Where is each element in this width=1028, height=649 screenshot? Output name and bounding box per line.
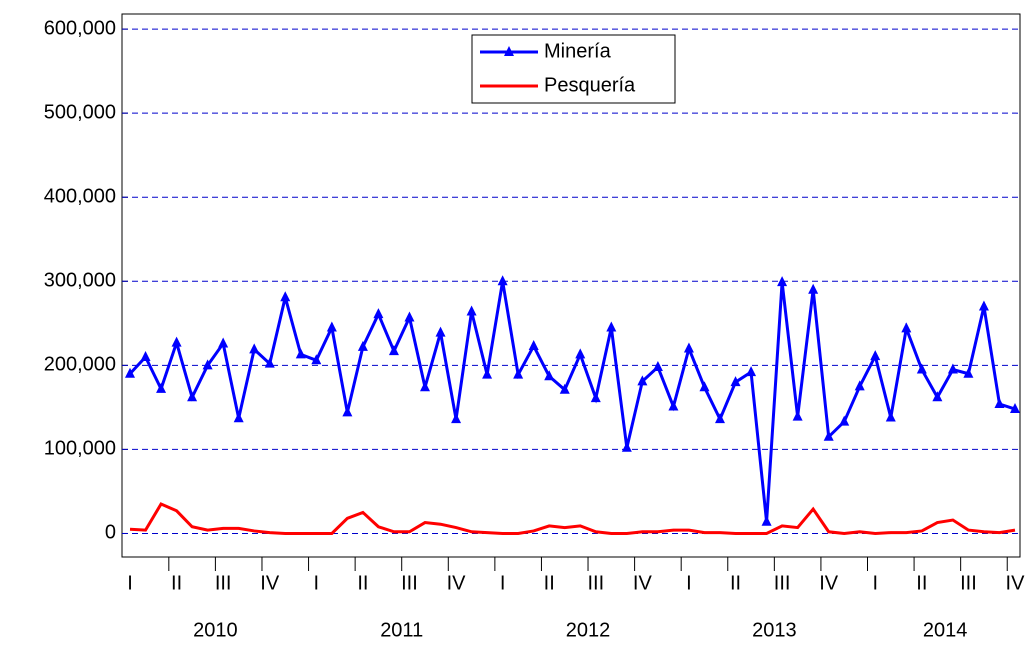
marker [901,322,912,333]
marker [947,363,958,374]
marker [885,411,896,422]
marker [295,348,306,359]
marker [218,337,229,348]
marker [357,340,368,351]
year-label: 2014 [923,619,968,641]
marker [326,321,337,332]
marker [854,380,865,391]
x-tick-label: III [960,572,977,594]
x-tick-label: III [587,572,604,594]
marker [606,321,617,332]
x-tick-label: IV [633,572,653,594]
plot-frame [121,13,1021,558]
marker [513,368,524,379]
x-tick-label: I [872,572,878,594]
marker [746,366,757,377]
x-tick-label: IV [260,572,280,594]
marker [715,413,725,424]
marker [451,413,462,424]
x-tick-label: II [171,572,182,594]
x-tick-label: I [314,572,320,594]
x-tick-label: IV [447,572,467,594]
marker [404,311,415,322]
marker [156,382,167,393]
marker [978,300,989,311]
x-tick-label: II [916,572,927,594]
marker [559,383,570,394]
y-tick-label: 500,000 [44,101,116,123]
series-line [128,281,1016,522]
x-tick-label: II [357,572,368,594]
marker [125,367,135,378]
marker [590,392,601,403]
year-label: 2012 [566,619,611,641]
marker [777,276,788,287]
legend-box [471,34,676,104]
marker [420,381,430,392]
marker [994,398,1005,409]
marker [497,275,508,286]
marker [652,361,663,372]
x-tick-label: I [500,572,506,594]
x-tick-label: II [544,572,555,594]
marker [870,350,881,361]
marker [264,357,275,368]
year-label: 2013 [752,619,797,641]
x-tick-label: III [401,572,418,594]
marker [233,412,244,423]
marker [482,368,493,379]
marker [932,391,943,402]
marker [668,400,679,411]
marker [808,283,819,294]
marker [823,430,834,441]
y-tick-label: 200,000 [44,354,116,376]
x-tick-label: III [215,572,232,594]
y-tick-label: 300,000 [44,270,116,292]
y-tick-label: 0 [105,522,116,544]
marker [916,363,927,374]
marker [187,391,198,402]
year-label: 2011 [380,619,423,641]
y-tick-label: 400,000 [44,186,116,208]
marker [466,305,477,316]
marker [575,348,586,359]
x-tick-label: IV [1006,572,1026,594]
marker [342,406,353,417]
marker [171,336,182,347]
marker [249,343,260,354]
marker [280,291,291,302]
marker [373,308,384,319]
marker [792,410,803,421]
x-tick-label: I [127,572,133,594]
marker [699,381,710,392]
year-label: 2010 [193,619,238,641]
y-tick-label: 100,000 [44,438,116,460]
marker [388,345,399,356]
x-tick-label: I [686,572,692,594]
marker [202,359,213,370]
x-tick-label: II [730,572,741,594]
x-tick-label: IV [819,572,839,594]
y-tick-label: 600,000 [44,17,116,39]
marker [1010,403,1020,414]
legend-marker [504,46,514,56]
x-tick-label: III [774,572,791,594]
legend: Minería Pesquería [471,34,676,104]
marker [637,375,648,386]
marker [839,415,850,426]
legend-label: Minería [544,40,612,62]
marker [435,326,446,337]
marker [621,441,632,452]
marker [544,370,555,381]
series-line [129,502,1016,535]
legend-label: Pesquería [544,74,636,96]
marker [140,350,151,361]
marker [730,376,741,387]
marker [761,515,772,526]
marker [963,367,974,378]
marker [528,340,539,351]
marker [311,354,322,365]
marker [683,342,694,353]
